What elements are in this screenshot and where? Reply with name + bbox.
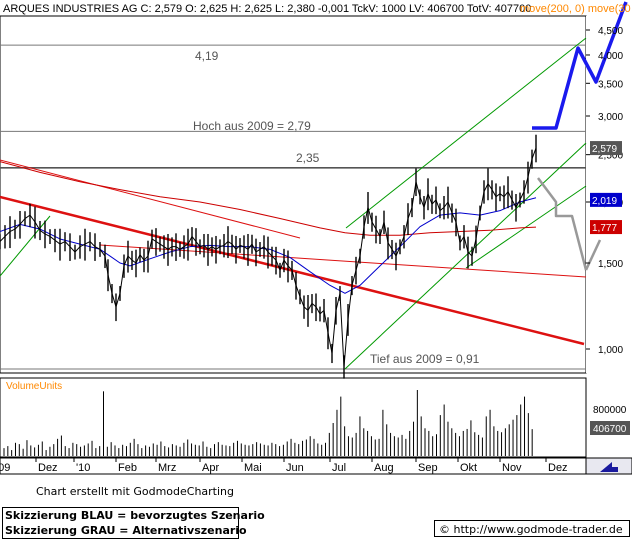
level-label-low-2009: Tief aus 2009 = 0,91 (370, 352, 480, 366)
copyright-icon: © (439, 523, 450, 536)
x-tick-label: Jul (332, 462, 346, 474)
chart-credit: Chart erstellt mit GodmodeCharting (36, 485, 234, 498)
corner-arrow-icon[interactable] (600, 462, 618, 472)
x-tick-label: '09 (0, 462, 10, 474)
volume-tick-label: 800000 (593, 405, 627, 416)
y-tick-label: 1,000 (598, 345, 623, 356)
note-blue: Skizzierung BLAU = bevorzugtes Szenario (5, 509, 265, 522)
x-tick-label: '10 (76, 462, 90, 474)
x-tick-label: Okt (460, 462, 477, 474)
green-channel-upper (345, 37, 587, 229)
price-tag-last: 2,579 (592, 144, 617, 155)
ma200-line (0, 161, 537, 236)
volume-panel-frame (0, 377, 587, 458)
price-tag-ma200-bg (590, 220, 622, 235)
green-channel-inner (465, 185, 587, 269)
grey-scenario-tail (584, 239, 602, 271)
x-tick-label: Jun (286, 462, 304, 474)
green-short-line (0, 215, 51, 277)
volume-last-tag: 406700 (593, 424, 627, 435)
blue-scenario-path (532, 1, 628, 130)
grey-scenario-path (537, 177, 588, 271)
level-label-419: 4,19 (195, 49, 219, 63)
level-label-235: 2,35 (296, 151, 320, 165)
website-url: http://www.godmode-trader.de (453, 523, 623, 536)
price-tag-ma200: 1,777 (592, 223, 617, 234)
y-tick-label: 2,500 (598, 151, 623, 162)
x-tick-label: Mrz (158, 462, 176, 474)
level-label-high-2009: Hoch aus 2009 = 2,79 (193, 119, 311, 133)
y-tick-label: 3,000 (598, 112, 623, 123)
green-channel-lower (344, 142, 587, 370)
x-tick-label: Feb (118, 462, 137, 474)
red-thin-line-lower (99, 244, 587, 278)
x-tick-label: Mai (244, 462, 262, 474)
x-tick-label: Apr (202, 462, 219, 474)
volume-last-tag-bg (590, 421, 630, 435)
ma-legend: move(200, 0) move(30 (520, 3, 631, 15)
x-tick-label: Nov (502, 462, 522, 474)
x-tick-label: Aug (374, 462, 394, 474)
chart-header: ARQUES INDUSTRIES AG C: 2,579 O: 2,625 H… (3, 3, 531, 15)
x-tick-label: Sep (418, 462, 438, 474)
website-link[interactable]: © http://www.godmode-trader.de (434, 520, 630, 537)
scenario-notes: Skizzierung BLAU = bevorzugtes Szenario … (2, 507, 265, 539)
price-tag-last-bg (590, 141, 622, 156)
note-grey: Skizzierung GRAU = Alternativszenario (5, 524, 247, 537)
x-tick-label: Dez (548, 462, 568, 474)
volume-label: VolumeUnits (6, 381, 62, 392)
y-tick-label: 3,500 (598, 79, 623, 90)
x-tick-label: Dez (38, 462, 58, 474)
price-tag-ma30: 2,019 (592, 196, 617, 207)
y-tick-label: 4,500 (598, 26, 623, 37)
red-thin-line-upper (0, 159, 301, 239)
price-line (0, 147, 537, 368)
price-tag-ma30-bg (590, 192, 622, 207)
y-tick-label: 4,000 (598, 51, 623, 62)
y-tick-label: 1,500 (598, 259, 623, 270)
price-panel-frame (0, 15, 587, 374)
